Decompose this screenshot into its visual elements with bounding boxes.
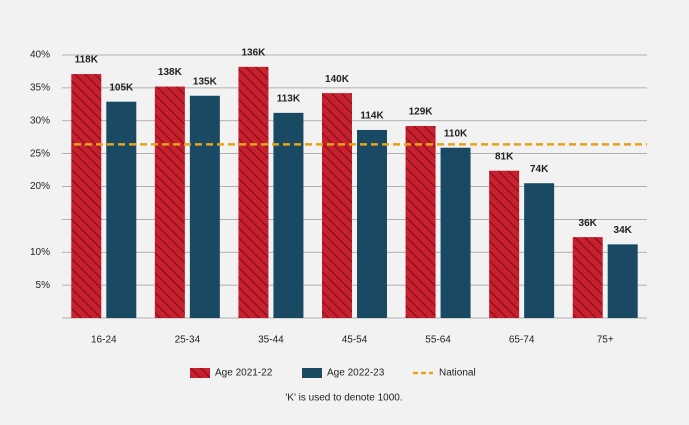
bar [238,66,269,319]
legend-swatch [190,368,210,378]
legend-label: Age 2021-22 [215,368,273,379]
y-tick-label: 20% [30,181,50,192]
x-tick-label: 45-54 [342,335,368,346]
value-label: 118K [75,55,99,66]
value-label: 36K [579,218,598,229]
legend-swatch [302,368,322,378]
x-tick-label: 25-34 [175,335,201,346]
x-tick-label: 65-74 [509,335,535,346]
bar [273,112,304,318]
bar [489,170,520,318]
note: 'K' is used to denote 1000. [285,393,402,404]
x-tick-label: 16-24 [91,335,117,346]
value-label: 81K [495,151,514,162]
y-tick-label: 10% [30,247,50,258]
bar [572,237,603,318]
bar [322,93,352,318]
y-tick-label: 30% [30,115,50,126]
bar [440,147,471,318]
value-label: 129K [409,107,434,118]
value-label: 114K [360,111,384,122]
bar [524,183,555,318]
bar [71,74,102,318]
value-label: 113K [277,94,301,105]
value-label: 135K [193,76,218,87]
legend-label: National [439,368,476,379]
bar [106,101,137,319]
bar [607,244,638,318]
value-label: 140K [325,74,350,85]
value-label: 105K [109,82,134,93]
y-tick-label: 5% [36,280,51,291]
x-tick-label: 55-64 [425,335,451,346]
bar [189,95,220,318]
bar [357,129,387,318]
legend-label: Age 2022-23 [327,368,385,379]
value-label: 136K [241,47,266,58]
bar [405,126,436,318]
y-tick-label: 25% [30,148,50,159]
value-label: 110K [444,128,468,139]
y-tick-label: 35% [30,83,50,94]
y-tick-label: 40% [30,50,50,61]
value-label: 74K [530,164,549,175]
x-tick-label: 75+ [597,335,614,346]
value-label: 34K [614,225,633,236]
x-tick-label: 35-44 [258,335,284,346]
bar [154,86,185,318]
value-label: 138K [158,67,183,78]
